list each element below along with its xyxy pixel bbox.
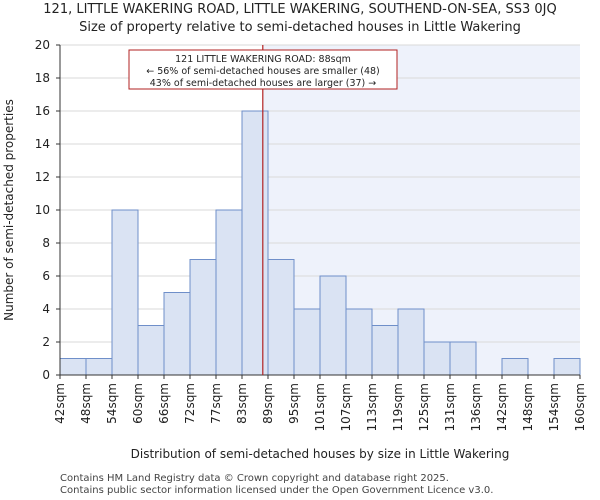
x-tick-label-101sqm: 101sqm bbox=[313, 383, 327, 431]
footer-copyright: Contains HM Land Registry data © Crown c… bbox=[60, 473, 449, 484]
x-tick-label-48sqm: 48sqm bbox=[79, 383, 93, 424]
bar-54sqm bbox=[111, 209, 139, 376]
x-tick-label-89sqm: 89sqm bbox=[261, 383, 275, 424]
bar-42sqm bbox=[59, 358, 87, 376]
x-tick-label-60sqm: 60sqm bbox=[131, 383, 145, 424]
x-axis-label: Distribution of semi-detached houses by … bbox=[131, 447, 510, 461]
x-tick-label-66sqm: 66sqm bbox=[157, 383, 171, 424]
bar-131sqm bbox=[449, 341, 477, 376]
x-tick-label-83sqm: 83sqm bbox=[235, 383, 249, 424]
x-tick-label-42sqm: 42sqm bbox=[53, 383, 67, 424]
bar-107sqm bbox=[345, 308, 373, 376]
annotation-box bbox=[128, 49, 398, 90]
bar-154sqm bbox=[553, 358, 581, 376]
annotation-line-3: 43% of semi-detached houses are larger (… bbox=[150, 78, 377, 89]
bar-72sqm bbox=[189, 259, 217, 376]
footer-licence: Contains public sector information licen… bbox=[60, 485, 494, 496]
x-tick-label-131sqm: 131sqm bbox=[443, 383, 457, 431]
x-tick-label-95sqm: 95sqm bbox=[287, 383, 301, 424]
chart-subtitle: Size of property relative to semi-detach… bbox=[79, 20, 521, 35]
annotation-line-1: 121 LITTLE WAKERING ROAD: 88sqm bbox=[175, 54, 351, 65]
y-tick-label-2: 2 bbox=[42, 335, 50, 349]
bar-101sqm bbox=[319, 275, 347, 376]
y-tick-label-10: 10 bbox=[35, 203, 50, 217]
x-tick-label-125sqm: 125sqm bbox=[417, 383, 431, 431]
bar-125sqm bbox=[423, 341, 451, 376]
x-tick-label-160sqm: 160sqm bbox=[573, 383, 587, 431]
y-tick-label-8: 8 bbox=[42, 236, 50, 250]
y-tick-label-6: 6 bbox=[42, 269, 50, 283]
bar-113sqm bbox=[371, 325, 399, 376]
y-tick-label-16: 16 bbox=[35, 104, 50, 118]
y-tick-label-14: 14 bbox=[35, 137, 50, 151]
x-tick-label-119sqm: 119sqm bbox=[391, 383, 405, 431]
y-tick-label-0: 0 bbox=[42, 368, 50, 382]
bar-48sqm bbox=[85, 358, 113, 376]
x-tick-label-72sqm: 72sqm bbox=[183, 383, 197, 424]
annotation-line-2: ← 56% of semi-detached houses are smalle… bbox=[146, 66, 380, 77]
bar-89sqm bbox=[267, 259, 295, 376]
y-tick-label-12: 12 bbox=[35, 170, 50, 184]
y-tick-label-18: 18 bbox=[35, 71, 50, 85]
bar-77sqm bbox=[215, 209, 243, 376]
x-tick-label-107sqm: 107sqm bbox=[339, 383, 353, 431]
chart-title: 121, LITTLE WAKERING ROAD, LITTLE WAKERI… bbox=[43, 2, 557, 17]
y-tick-label-4: 4 bbox=[42, 302, 50, 316]
bar-83sqm bbox=[241, 110, 269, 376]
bar-142sqm bbox=[501, 358, 529, 376]
bar-66sqm bbox=[163, 292, 191, 376]
bar-119sqm bbox=[397, 308, 425, 376]
x-tick-label-154sqm: 154sqm bbox=[547, 383, 561, 431]
bar-60sqm bbox=[137, 325, 165, 376]
x-tick-label-77sqm: 77sqm bbox=[209, 383, 223, 424]
x-tick-label-113sqm: 113sqm bbox=[365, 383, 379, 431]
x-tick-label-148sqm: 148sqm bbox=[521, 383, 535, 431]
x-tick-label-136sqm: 136sqm bbox=[469, 383, 483, 431]
y-axis-label: Number of semi-detached properties bbox=[2, 99, 16, 321]
x-tick-label-142sqm: 142sqm bbox=[495, 383, 509, 431]
bar-95sqm bbox=[293, 308, 321, 376]
y-tick-label-20: 20 bbox=[35, 38, 50, 52]
x-tick-label-54sqm: 54sqm bbox=[105, 383, 119, 424]
